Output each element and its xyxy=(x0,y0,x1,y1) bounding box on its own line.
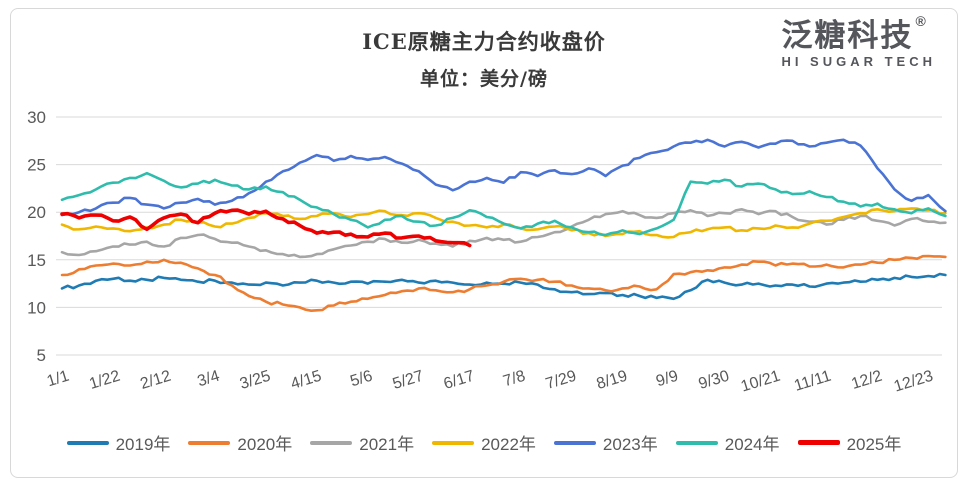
brand-logo: 泛糖科技 ® HI SUGAR TECH xyxy=(781,14,936,69)
x-axis-label: 9/9 xyxy=(654,368,680,391)
legend-swatch xyxy=(310,440,353,445)
legend-label: 2022年 xyxy=(481,435,536,454)
y-axis-label: 10 xyxy=(27,298,46,317)
legend-item-2021年: 2021年 xyxy=(310,430,414,455)
legend-item-2020年: 2020年 xyxy=(188,430,292,455)
x-axis-label: 5/6 xyxy=(348,368,374,391)
legend-swatch xyxy=(675,440,718,445)
series-line-2025年 xyxy=(60,208,472,248)
legend-swatch xyxy=(432,440,475,445)
y-axis-label: 15 xyxy=(27,251,46,270)
legend-swatch xyxy=(188,440,231,445)
series-line-2019年 xyxy=(60,272,947,301)
legend-item-2022年: 2022年 xyxy=(432,430,536,455)
series-line-2021年 xyxy=(60,208,947,259)
x-axis-label: 10/21 xyxy=(739,368,782,396)
legend-item-2024年: 2024年 xyxy=(675,430,780,455)
series-line-2023年 xyxy=(60,138,947,217)
x-axis-label: 5/27 xyxy=(391,368,426,393)
x-axis-label: 3/25 xyxy=(238,368,273,393)
series-line-2020年 xyxy=(60,254,947,313)
x-axis-label: 4/15 xyxy=(289,368,324,393)
legend-swatch xyxy=(66,440,109,445)
x-axis-label: 1/1 xyxy=(45,368,71,391)
registered-mark-icon: ® xyxy=(915,13,928,29)
series-line-2024年 xyxy=(60,171,947,237)
chart-title: ICE原糖主力合约收盘价 xyxy=(362,29,606,54)
legend-label: 2025年 xyxy=(846,435,902,454)
title-block: ICE原糖主力合约收盘价 单位：美分/磅 xyxy=(0,26,968,91)
x-axis-label: 12/23 xyxy=(892,368,935,396)
chart-legend: 2019年 2020年 2021年 2022年 2023年 2024年 2025年 xyxy=(0,430,968,455)
x-axis-label: 8/19 xyxy=(595,368,630,393)
legend-label: 2019年 xyxy=(115,435,171,454)
x-axis-label: 9/30 xyxy=(697,368,732,393)
y-axis-label: 20 xyxy=(27,203,46,222)
y-axis-label: 30 xyxy=(27,108,46,127)
x-axis-label: 1/22 xyxy=(87,368,122,393)
legend-label: 2020年 xyxy=(237,435,293,454)
x-axis-label: 6/17 xyxy=(442,368,477,393)
legend-item-2019年: 2019年 xyxy=(66,430,171,455)
brand-tagline: HI SUGAR TECH xyxy=(781,54,936,69)
x-axis-label: 7/8 xyxy=(501,368,527,391)
x-axis-label: 12/2 xyxy=(849,368,884,393)
legend-swatch xyxy=(553,440,596,445)
y-axis-label: 5 xyxy=(37,346,46,365)
x-axis-label: 2/12 xyxy=(138,368,173,393)
legend-label: 2021年 xyxy=(359,435,415,454)
x-axis-label: 11/11 xyxy=(792,368,833,395)
legend-item-2025年: 2025年 xyxy=(797,430,902,455)
legend-swatch xyxy=(797,440,840,445)
chart-subtitle: 单位：美分/磅 xyxy=(420,68,548,90)
legend-label: 2023年 xyxy=(602,435,658,454)
x-axis-label: 7/29 xyxy=(544,368,579,393)
legend-label: 2024年 xyxy=(724,435,780,454)
legend-item-2023年: 2023年 xyxy=(553,430,658,455)
y-axis-label: 25 xyxy=(27,156,46,175)
x-axis-label: 3/4 xyxy=(195,368,221,391)
brand-name: 泛糖科技 xyxy=(781,18,914,53)
